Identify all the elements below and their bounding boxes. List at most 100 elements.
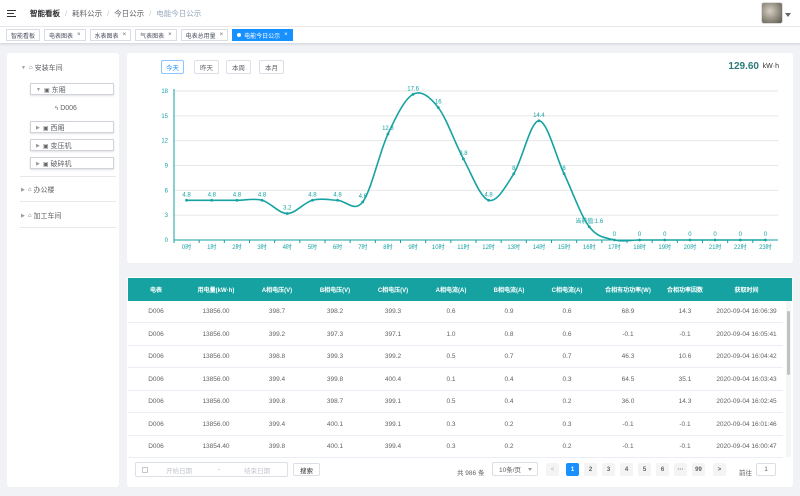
- breadcrumb-item[interactable]: 智能看板: [30, 8, 60, 18]
- period-month-button[interactable]: 本月: [259, 60, 284, 74]
- caret-down-icon[interactable]: ▼: [21, 65, 26, 71]
- caret-right-icon[interactable]: ▶: [21, 213, 25, 219]
- data-point: [285, 212, 289, 215]
- breadcrumb-item[interactable]: 耗料公示: [72, 8, 103, 18]
- tree-node-workshop[interactable]: ▼ ⌂ 安装车间: [21, 63, 63, 73]
- data-label: 0: [663, 232, 667, 238]
- x-tick-label: 8时: [383, 243, 392, 251]
- goto-page-input[interactable]: 1: [756, 463, 776, 476]
- table-row[interactable]: D006 13856.00 399.2 397.3 397.1 1.0 0.8 0.6 -0.1…: [128, 323, 783, 346]
- table-cell: 400.1: [326, 443, 344, 450]
- table-cell: 10.6: [678, 353, 692, 360]
- x-tick-label: 22时: [734, 243, 747, 251]
- table-cell: D006: [148, 308, 164, 315]
- table-cell: 399.3: [326, 353, 344, 360]
- next-page-button[interactable]: >: [713, 463, 726, 476]
- building-icon: ⌂: [27, 213, 32, 219]
- date-range-picker[interactable]: 开始日期 - 结束日期: [135, 462, 288, 477]
- tag-electric-today[interactable]: 电能今日公示 ×: [232, 29, 293, 41]
- close-icon[interactable]: ×: [77, 32, 81, 38]
- page-button[interactable]: 99: [692, 463, 705, 476]
- tree-node-label: 安装车间: [34, 65, 63, 72]
- period-today-button[interactable]: 今天: [161, 60, 184, 74]
- period-yesterday-button[interactable]: 昨天: [194, 60, 219, 74]
- breadcrumb-item[interactable]: 今日公示: [114, 8, 145, 18]
- table-row[interactable]: D006 13856.00 399.8 398.7 399.1 0.5 0.4 0.2 36.0…: [128, 391, 783, 413]
- data-point: [436, 106, 440, 109]
- data-label: 当前值:1.6: [575, 217, 604, 225]
- table-row[interactable]: D006 13856.00 398.7 398.2 399.3 0.6 0.9 0.6 68.9…: [128, 301, 783, 323]
- tree-node-processing[interactable]: ▶ ⌂ 加工车间: [21, 211, 61, 221]
- active-dot-icon: [237, 33, 242, 37]
- x-tick-label: 9时: [408, 243, 417, 251]
- table-cell: 399.1: [384, 398, 402, 405]
- period-week-button[interactable]: 本周: [226, 60, 251, 74]
- caret-right-icon[interactable]: ▶: [36, 125, 40, 131]
- table-cell: D006: [148, 443, 164, 450]
- table-scrollbar[interactable]: [786, 301, 791, 457]
- tag-dashboard[interactable]: 智能看板: [6, 29, 41, 41]
- tag-gas-chart[interactable]: 气表图表 ×: [135, 29, 177, 41]
- tag-electric-chart[interactable]: 电表图表 ×: [44, 29, 86, 41]
- page-button[interactable]: 3: [602, 463, 615, 476]
- caret-down-icon[interactable]: ▼: [36, 87, 41, 93]
- caret-right-icon[interactable]: ▶: [36, 161, 40, 167]
- table-cell: 399.4: [268, 420, 286, 428]
- tree-node-xizhi[interactable]: ▶ ▣ 西厢: [36, 123, 65, 133]
- x-tick-label: 4时: [283, 243, 292, 251]
- scrollbar-thumb[interactable]: [787, 311, 790, 375]
- tree-node-box: [30, 121, 114, 133]
- search-button[interactable]: 搜索: [293, 463, 320, 476]
- table-cell: 0.2: [562, 443, 572, 450]
- page-size-select[interactable]: 10条/页: [492, 462, 538, 476]
- tree-node-office[interactable]: ▶ ⌂ 办公楼: [21, 185, 54, 195]
- data-point: [613, 238, 616, 242]
- x-tick-label: 1时: [207, 243, 216, 251]
- data-label: 9.8: [459, 151, 468, 157]
- table-row[interactable]: D006 13856.00 399.4 399.8 400.4 0.1 0.4 0.3 64.5…: [128, 368, 783, 391]
- hamburger-menu-icon[interactable]: [7, 6, 21, 20]
- tag-electric-total[interactable]: 电表总用量 ×: [180, 29, 229, 41]
- tree-node-crusher[interactable]: ▶ ▣ 破碎机: [36, 159, 72, 169]
- prev-page-button[interactable]: <: [546, 463, 559, 476]
- table-cell: 397.1: [384, 330, 402, 338]
- caret-right-icon[interactable]: ▶: [36, 143, 40, 149]
- page-button[interactable]: 1: [566, 463, 579, 476]
- table-cell: 2020-09-04 16:02:45: [716, 398, 777, 405]
- x-tick-label: 19时: [658, 243, 671, 251]
- close-icon[interactable]: ×: [219, 32, 224, 38]
- table-cell: 13856.00: [202, 353, 230, 360]
- x-tick-label: 2时: [232, 243, 241, 251]
- tree-node-transformer[interactable]: ▶ ▣ 变压机: [36, 141, 72, 151]
- table-cell: -0.1: [622, 443, 634, 450]
- table-cell: 2020-09-04 16:06:39: [716, 308, 777, 315]
- data-point: [713, 238, 717, 242]
- caret-down-icon[interactable]: [785, 13, 791, 17]
- table-cell: -0.1: [622, 420, 634, 428]
- table-cell: 0.3: [446, 443, 456, 450]
- page-button[interactable]: 5: [638, 463, 651, 476]
- tag-water-chart[interactable]: 水表图表 ×: [89, 29, 132, 41]
- data-point: [537, 119, 541, 123]
- end-date-placeholder[interactable]: 结束日期: [244, 467, 271, 475]
- close-icon[interactable]: ×: [168, 32, 172, 38]
- user-avatar[interactable]: [761, 2, 783, 24]
- table-row[interactable]: D006 13856.00 398.8 399.3 399.2 0.5 0.7 0.7 46.3…: [128, 346, 783, 368]
- page-button[interactable]: 4: [620, 463, 633, 476]
- more-pages-button[interactable]: ···: [674, 463, 687, 476]
- page-button[interactable]: 6: [656, 463, 669, 476]
- close-icon[interactable]: ×: [284, 32, 288, 38]
- goto-label: 前往: [739, 470, 752, 477]
- table-cell: 35.1: [678, 375, 692, 383]
- table-cell: D006: [148, 330, 164, 338]
- start-date-placeholder[interactable]: 开始日期: [166, 467, 192, 475]
- close-icon[interactable]: ×: [122, 32, 127, 38]
- table-row[interactable]: D006 13854.40 399.8 400.1 399.4 0.3 0.2 0.2 -0.1…: [128, 436, 783, 458]
- table-row[interactable]: D006 13856.00 399.4 400.1 399.1 0.3 0.2 0.3 -0.1…: [128, 413, 783, 436]
- caret-right-icon[interactable]: ▶: [21, 187, 25, 193]
- breadcrumb-separator: /: [65, 8, 68, 18]
- data-point: [185, 198, 188, 202]
- tree-node-dongzhi[interactable]: ▼ ▣ 东厢: [36, 85, 66, 95]
- tree-node-d006[interactable]: ϟ D006: [55, 105, 77, 112]
- page-button[interactable]: 2: [584, 463, 597, 476]
